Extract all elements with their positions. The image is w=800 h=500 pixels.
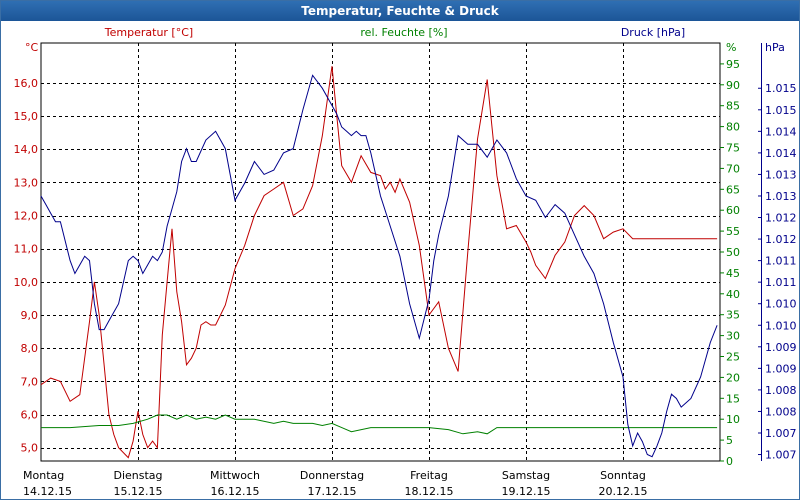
pressure-tick-label: 1.010: [765, 319, 797, 332]
pressure-tick-label: 1.014: [765, 125, 797, 138]
x-tick-date-label: 15.12.15: [114, 485, 163, 498]
humidity-tick-label: 50: [726, 246, 740, 259]
humidity-tick-label: 5: [726, 434, 733, 447]
x-tick-date-label: 18.12.15: [405, 485, 454, 498]
pressure-tick-label: 1.007: [765, 449, 797, 462]
pressure-tick-label: 1.010: [765, 298, 797, 311]
temperature-tick-label: 15,0: [14, 110, 39, 123]
series-line-pressure: [40, 74, 718, 458]
pressure-tick-label: 1.011: [765, 255, 797, 268]
plot-frame: [40, 42, 721, 462]
temperature-tick-label: 5,0: [21, 442, 39, 455]
pressure-tick-label: 1.012: [765, 233, 797, 246]
humidity-tick-label: 65: [726, 183, 740, 196]
x-tick-date-label: 19.12.15: [502, 485, 551, 498]
x-tick-day-label: Samstag: [502, 469, 550, 482]
pressure-tick-label: 1.015: [765, 104, 797, 117]
pressure-tick-label: 1.012: [765, 212, 797, 225]
x-tick-date-label: 16.12.15: [211, 485, 260, 498]
temperature-axis-title: Temperatur [°C]: [104, 26, 193, 39]
humidity-tick-label: 15: [726, 392, 740, 405]
pressure-tick-label: 1.011: [765, 276, 797, 289]
pressure-tick-label: 1.007: [765, 427, 797, 440]
temperature-tick-label: 10,0: [14, 276, 39, 289]
x-tick-date-label: 17.12.15: [308, 485, 357, 498]
temperature-tick-label: 11,0: [14, 243, 39, 256]
series-line-temperature: [40, 66, 718, 459]
humidity-tick-label: 0: [726, 455, 733, 468]
pressure-tick-label: 1.009: [765, 341, 797, 354]
x-tick-day-label: Sonntag: [600, 469, 646, 482]
label-layer: 5,0 6,0 7,0 8,0 9,0 10,0 11,0 12,0 13,0 14,0 15,0 1…: [14, 26, 797, 498]
pressure-tick-label: 1.009: [765, 362, 797, 375]
series-layer: [40, 66, 718, 459]
temperature-unit-label: °C: [25, 41, 39, 54]
humidity-tick-label: 55: [726, 225, 740, 238]
x-tick-date-label: 20.12.15: [599, 485, 648, 498]
series-line-humidity: [41, 414, 718, 435]
x-tick-day-label: Dienstag: [113, 469, 162, 482]
pressure-axis-title: Druck [hPa]: [621, 26, 685, 39]
humidity-tick-label: 60: [726, 204, 740, 217]
humidity-unit-label: %: [726, 41, 736, 54]
pressure-tick-label: 1.008: [765, 384, 797, 397]
chart-title: Temperatur, Feuchte & Druck: [1, 1, 799, 21]
x-tick-date-label: 14.12.15: [23, 485, 72, 498]
humidity-tick-label: 10: [726, 413, 740, 426]
temperature-tick-label: 7,0: [21, 375, 39, 388]
humidity-tick-label: 30: [726, 330, 740, 343]
humidity-tick-label: 95: [726, 58, 740, 71]
humidity-tick-label: 25: [726, 351, 740, 364]
humidity-tick-label: 85: [726, 100, 740, 113]
temperature-tick-label: 14,0: [14, 143, 39, 156]
pressure-tick-label: 1.015: [765, 82, 797, 95]
humidity-tick-label: 40: [726, 288, 740, 301]
pressure-tick-label: 1.013: [765, 190, 797, 203]
x-tick-day-label: Donnerstag: [300, 469, 364, 482]
temperature-tick-label: 8,0: [21, 342, 39, 355]
pressure-tick-label: 1.013: [765, 168, 797, 181]
temperature-tick-label: 13,0: [14, 176, 39, 189]
pressure-tick-label: 1.008: [765, 405, 797, 418]
x-tick-day-label: Mittwoch: [210, 469, 260, 482]
x-tick-day-label: Montag: [23, 469, 64, 482]
axis-layer: [40, 42, 762, 462]
x-tick-day-label: Freitag: [410, 469, 448, 482]
humidity-tick-label: 70: [726, 162, 740, 175]
grid-layer: [41, 43, 720, 461]
pressure-tick-label: 1.014: [765, 147, 797, 160]
humidity-tick-label: 80: [726, 121, 740, 134]
humidity-tick-label: 90: [726, 79, 740, 92]
pressure-unit-label: hPa: [765, 41, 785, 54]
humidity-tick-label: 75: [726, 142, 740, 155]
temperature-tick-label: 16,0: [14, 77, 39, 90]
temperature-tick-label: 9,0: [21, 309, 39, 322]
temperature-tick-label: 12,0: [14, 210, 39, 223]
temperature-tick-label: 6,0: [21, 409, 39, 422]
humidity-tick-label: 20: [726, 371, 740, 384]
humidity-tick-label: 35: [726, 309, 740, 322]
humidity-tick-label: 45: [726, 267, 740, 280]
humidity-axis-title: rel. Feuchte [%]: [360, 26, 447, 39]
